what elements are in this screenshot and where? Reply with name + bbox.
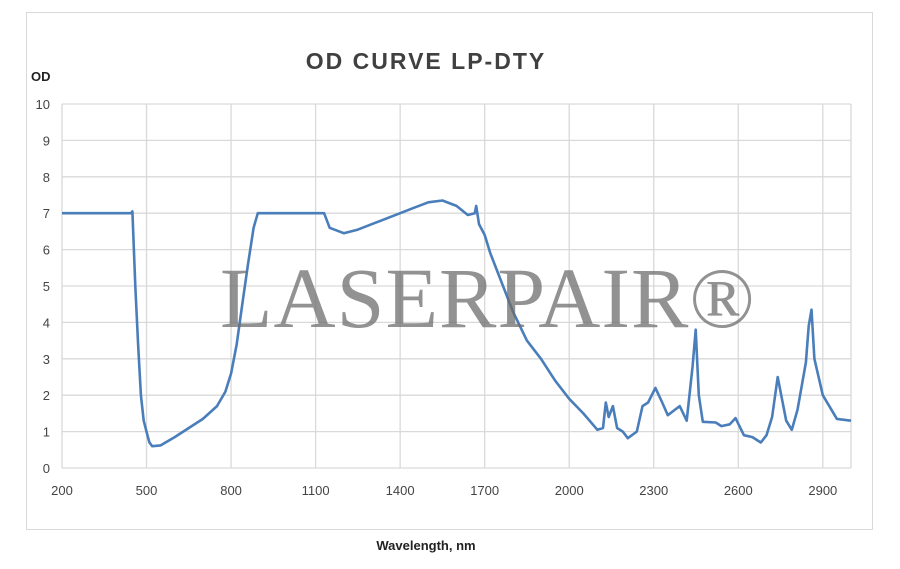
x-tick-label: 1100 — [302, 483, 330, 498]
y-tick-label: 8 — [43, 170, 50, 185]
y-tick-label: 2 — [43, 388, 50, 403]
y-tick-label: 6 — [43, 243, 50, 258]
y-tick-label: 3 — [43, 352, 50, 367]
y-tick-label: 7 — [43, 206, 50, 221]
od-series-line — [62, 199, 852, 448]
x-tick-label: 200 — [51, 483, 73, 498]
y-tick-label: 4 — [43, 315, 50, 330]
chart-title: OD CURVE LP-DTY — [305, 48, 547, 74]
y-tick-label: 5 — [43, 279, 50, 294]
x-tick-label: 2600 — [724, 483, 753, 498]
x-tick-label: 2300 — [639, 483, 668, 498]
x-tick-label: 2900 — [808, 483, 837, 498]
y-tick-label: 9 — [43, 133, 50, 148]
watermark: LASERPAIR® — [220, 250, 756, 346]
x-tick-label: 800 — [220, 483, 242, 498]
x-tick-label: 1700 — [470, 483, 499, 498]
x-tick-label: 500 — [136, 483, 158, 498]
y-tick-label: 10 — [36, 97, 50, 112]
y-tick-label: 1 — [43, 425, 50, 440]
y-axis-label: OD — [31, 69, 51, 84]
x-tick-label: 2000 — [555, 483, 584, 498]
x-tick-label: 1400 — [386, 483, 415, 498]
x-axis-label: Wavelength, nm — [376, 538, 476, 553]
chart-frame — [26, 12, 873, 530]
y-tick-label: 0 — [43, 461, 50, 476]
